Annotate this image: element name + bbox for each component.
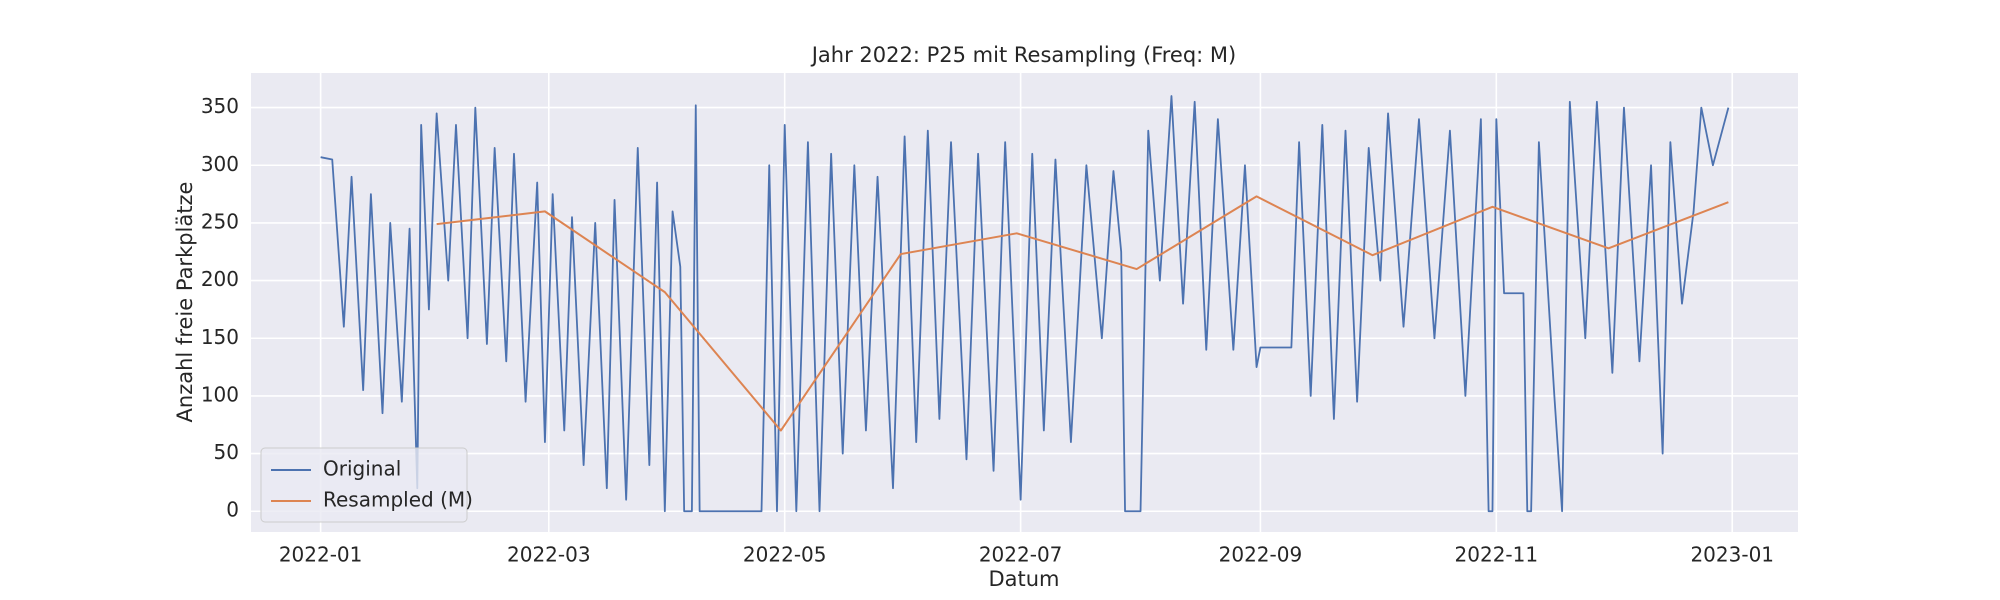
x-tick-label: 2022-09 [1219, 543, 1303, 567]
x-tick-label: 2022-07 [979, 543, 1063, 567]
x-tick-label: 2022-05 [743, 543, 827, 567]
y-tick-label: 150 [201, 325, 239, 349]
legend-box [260, 447, 468, 523]
series-line [436, 195, 1729, 432]
chart-title: Jahr 2022: P25 mit Resampling (Freq: M) [810, 43, 1237, 67]
legend-label: Original [323, 457, 401, 481]
legend-label: Resampled (M) [323, 488, 473, 512]
y-tick-label: 250 [201, 209, 239, 233]
y-tick-label: 0 [226, 498, 239, 522]
y-tick-label: 350 [201, 94, 239, 118]
y-tick-label: 300 [201, 152, 239, 176]
y-tick-label: 50 [214, 440, 239, 464]
x-tick-label: 2022-01 [279, 543, 363, 567]
y-tick-label: 200 [201, 267, 239, 291]
x-tick-label: 2022-03 [507, 543, 591, 567]
x-axis-label: Datum [988, 567, 1059, 591]
y-axis-label: Anzahl freie Parkplätze [173, 182, 197, 423]
x-tick-label: 2022-11 [1455, 543, 1539, 567]
y-tick-label: 100 [201, 382, 239, 406]
x-tick-label: 2023-01 [1690, 543, 1774, 567]
series-line [320, 95, 1730, 513]
